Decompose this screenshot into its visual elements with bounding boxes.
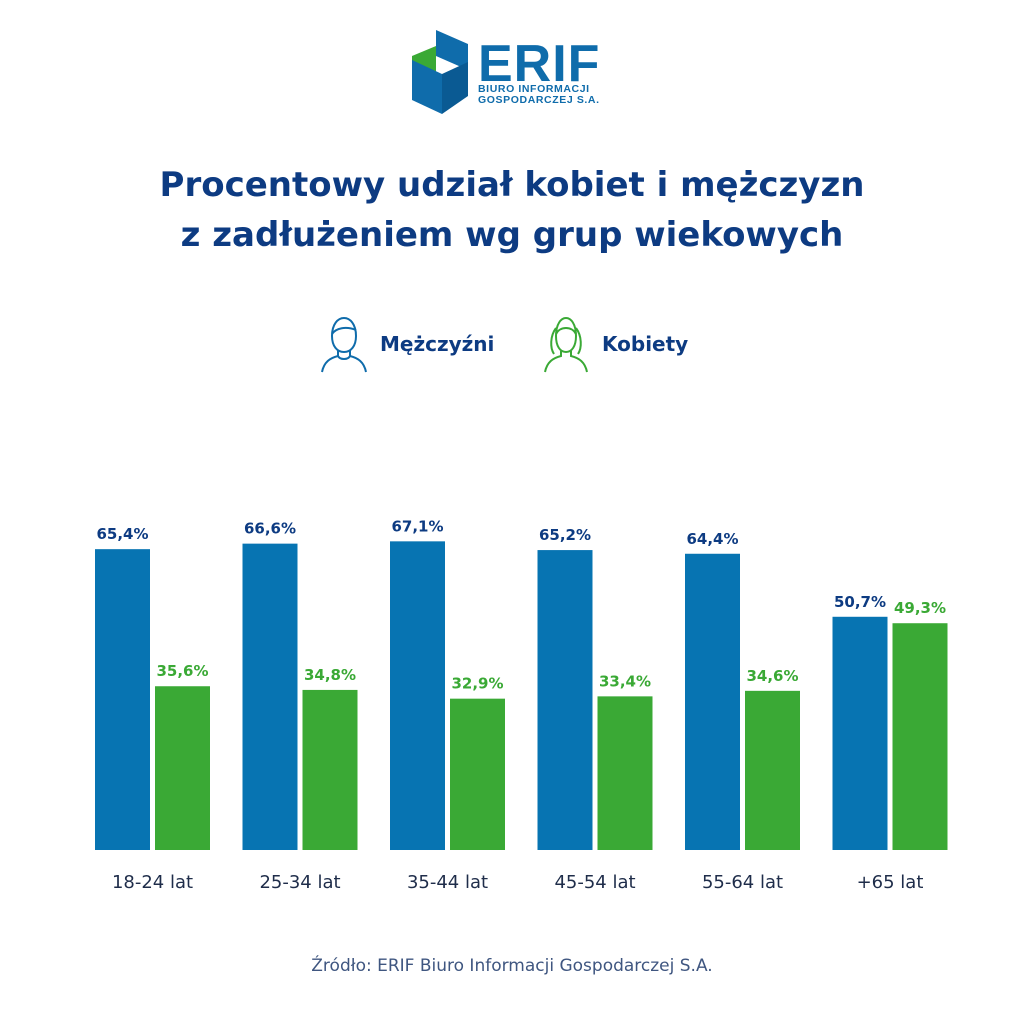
bar-men-3 [537,550,593,850]
category-label-3: 45-54 lat [554,872,635,893]
bar-men-4 [685,553,740,850]
logo-subtitle: BIURO INFORMACJI GOSPODARCZEJ S.A. [478,84,600,106]
bar-chart: 65,4% 35,6% 18-24 lat 66,6% 34,8% 25-34 lat 67… [95,517,948,893]
bar-men-5 [832,616,888,850]
bar-women-2 [450,698,505,850]
category-label-4: 55-64 lat [702,872,783,893]
category-label-2: 35-44 lat [407,872,488,893]
data-label-men-2: 67,1% [391,517,443,535]
woman-outline-icon [544,316,588,373]
bar-women-3 [597,696,653,850]
bar-men-2 [390,541,445,850]
bar-men-0 [95,549,150,850]
bar-men-1 [242,543,298,850]
legend: Mężczyźni Kobiety [0,312,1024,376]
bar-women-5 [892,623,948,850]
legend-item-men: Mężczyźni [320,312,494,376]
chart-title-line1: Procentowy udział kobiet i mężczyzn [159,165,865,205]
logo-wordmark: ERIF [478,35,601,93]
data-label-men-3: 65,2% [539,526,591,544]
data-label-men-1: 66,6% [244,520,296,538]
legend-label-men: Mężczyźni [380,332,495,356]
bar-women-4 [745,690,800,850]
category-label-1: 25-34 lat [259,872,340,893]
data-label-men-5: 50,7% [834,593,886,611]
legend-item-women: Kobiety [542,312,688,376]
erif-logo [412,30,468,114]
bar-women-0 [155,686,210,850]
chart-title-line2: z zadłużeniem wg grup wiekowych [180,215,844,255]
source-note: Źródło: ERIF Biuro Informacji Gospodarcz… [311,956,713,976]
data-label-women-3: 33,4% [599,672,651,690]
data-label-men-4: 64,4% [686,530,738,548]
logo-subtitle-line2: GOSPODARCZEJ S.A. [478,94,600,106]
data-label-men-0: 65,4% [96,525,148,543]
data-label-women-0: 35,6% [156,662,208,680]
man-outline-icon [321,316,367,373]
bar-women-1 [302,689,358,850]
legend-label-women: Kobiety [602,332,689,356]
data-label-women-2: 32,9% [451,675,503,693]
category-label-5: +65 lat [857,872,924,893]
data-label-women-5: 49,3% [894,599,946,617]
data-label-women-4: 34,6% [746,667,798,685]
data-label-women-1: 34,8% [304,666,356,684]
category-label-0: 18-24 lat [112,872,193,893]
logo-subtitle-line1: BIURO INFORMACJI [478,83,590,95]
chart-title: Procentowy udział kobiet i mężczyzn z za… [0,160,1024,260]
